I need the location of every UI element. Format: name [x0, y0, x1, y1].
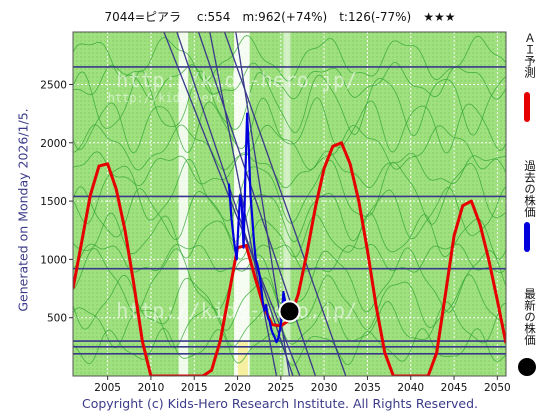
- decor-wave: [73, 301, 506, 349]
- watermark-text: http://kids-hero.jp/: [116, 68, 357, 92]
- legend-latest-dot: [518, 358, 536, 376]
- watermark: http://kids-hero.jp/http://kids-hero.jp/…: [108, 68, 357, 323]
- grid-lines: [73, 32, 506, 376]
- x-tick-label: 2050: [484, 382, 511, 394]
- decor-wave: [73, 186, 506, 243]
- x-tick-label: 2025: [267, 382, 294, 394]
- chart-title: 7044=ピアラ c:554 m:962(+74%) t:126(-77%) ★…: [0, 8, 560, 25]
- y-tick-label: 1000: [40, 254, 67, 266]
- decor-wave: [73, 158, 506, 225]
- watermark-text: http://kids-hero.jp/: [116, 299, 357, 323]
- trend-line: [209, 32, 278, 376]
- legend-ai-label: ＡＩ予測: [523, 32, 537, 78]
- trend-line: [163, 32, 301, 376]
- ticker-name: 7044=ピアラ: [104, 10, 182, 24]
- max-price: m:962(+74%): [242, 10, 328, 24]
- x-tick-label: 2045: [441, 382, 468, 394]
- legend-latest-label: 最新の株価: [523, 288, 537, 346]
- x-tick-label: 2020: [224, 382, 251, 394]
- x-tick-label: 2040: [397, 382, 424, 394]
- decor-wave: [73, 70, 506, 137]
- y-tick-label: 1500: [40, 196, 67, 208]
- legend-past-swatch: [524, 222, 530, 252]
- y-tick-label: 2000: [40, 138, 67, 150]
- latest-price-marker: [278, 300, 301, 323]
- axes: 2005 2010 2015 2020 2025 2030 2035 2040 2045 2050…: [40, 31, 511, 394]
- legend: ＡＩ予測 過去の株価 最新の株価: [512, 32, 544, 384]
- copyright-text: Copyright (c) Kids-Hero Research Institu…: [81, 396, 479, 411]
- plot-frame: [72, 31, 507, 377]
- x-tick-label: 2010: [138, 382, 165, 394]
- decor-wave: [73, 150, 506, 189]
- y-tick-label: 2500: [40, 79, 67, 91]
- trend-line: [176, 32, 294, 376]
- decor-wave: [73, 212, 506, 260]
- decor-wave: [73, 274, 506, 331]
- x-tick-label: 2005: [94, 382, 121, 394]
- current-price: c:554: [196, 10, 231, 24]
- white-band: [178, 32, 189, 376]
- past-price-line: [227, 112, 291, 344]
- decor-wave: [73, 61, 506, 100]
- decor-wave: [73, 35, 506, 83]
- white-band: [283, 32, 291, 376]
- decor-wave: [73, 243, 506, 274]
- legend-past-label: 過去の株価: [523, 160, 537, 218]
- x-tick-label: 2030: [311, 382, 338, 394]
- rating-stars: ★★★: [423, 10, 456, 24]
- decor-wave: [73, 124, 506, 171]
- target-price: t:126(-77%): [339, 10, 412, 24]
- y-tick-label: 500: [47, 313, 67, 325]
- x-tick-label: 2015: [181, 382, 208, 394]
- x-tick-label: 2035: [354, 382, 381, 394]
- decor-wave: [73, 97, 506, 154]
- yellow-band: [237, 341, 248, 376]
- legend-ai-swatch: [524, 92, 530, 122]
- watermark-text: http://kids-hero.jp/: [108, 91, 253, 105]
- data-series: [73, 112, 506, 376]
